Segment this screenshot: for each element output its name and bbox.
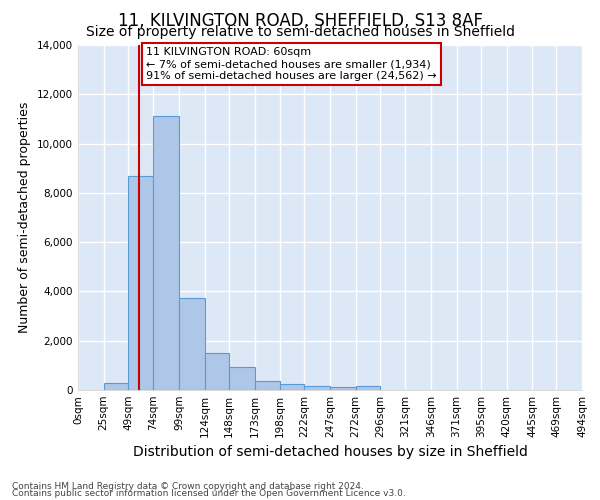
Bar	[304, 386, 330, 390]
Text: Contains public sector information licensed under the Open Government Licence v3: Contains public sector information licen…	[12, 490, 406, 498]
Bar	[104, 382, 128, 390]
Bar	[330, 387, 356, 390]
Bar	[229, 366, 254, 390]
X-axis label: Distribution of semi-detached houses by size in Sheffield: Distribution of semi-detached houses by …	[133, 446, 527, 460]
Y-axis label: Number of semi-detached properties: Number of semi-detached properties	[19, 102, 31, 333]
Bar	[154, 116, 179, 390]
Bar	[254, 380, 280, 390]
Text: Contains HM Land Registry data © Crown copyright and database right 2024.: Contains HM Land Registry data © Crown c…	[12, 482, 364, 491]
Bar	[280, 384, 304, 390]
Bar	[179, 298, 205, 390]
Bar	[356, 386, 380, 390]
Text: 11 KILVINGTON ROAD: 60sqm
← 7% of semi-detached houses are smaller (1,934)
91% o: 11 KILVINGTON ROAD: 60sqm ← 7% of semi-d…	[146, 48, 437, 80]
Bar	[128, 176, 154, 390]
Bar	[205, 353, 229, 390]
Text: 11, KILVINGTON ROAD, SHEFFIELD, S13 8AF: 11, KILVINGTON ROAD, SHEFFIELD, S13 8AF	[118, 12, 482, 30]
Text: Size of property relative to semi-detached houses in Sheffield: Size of property relative to semi-detach…	[86, 25, 515, 39]
